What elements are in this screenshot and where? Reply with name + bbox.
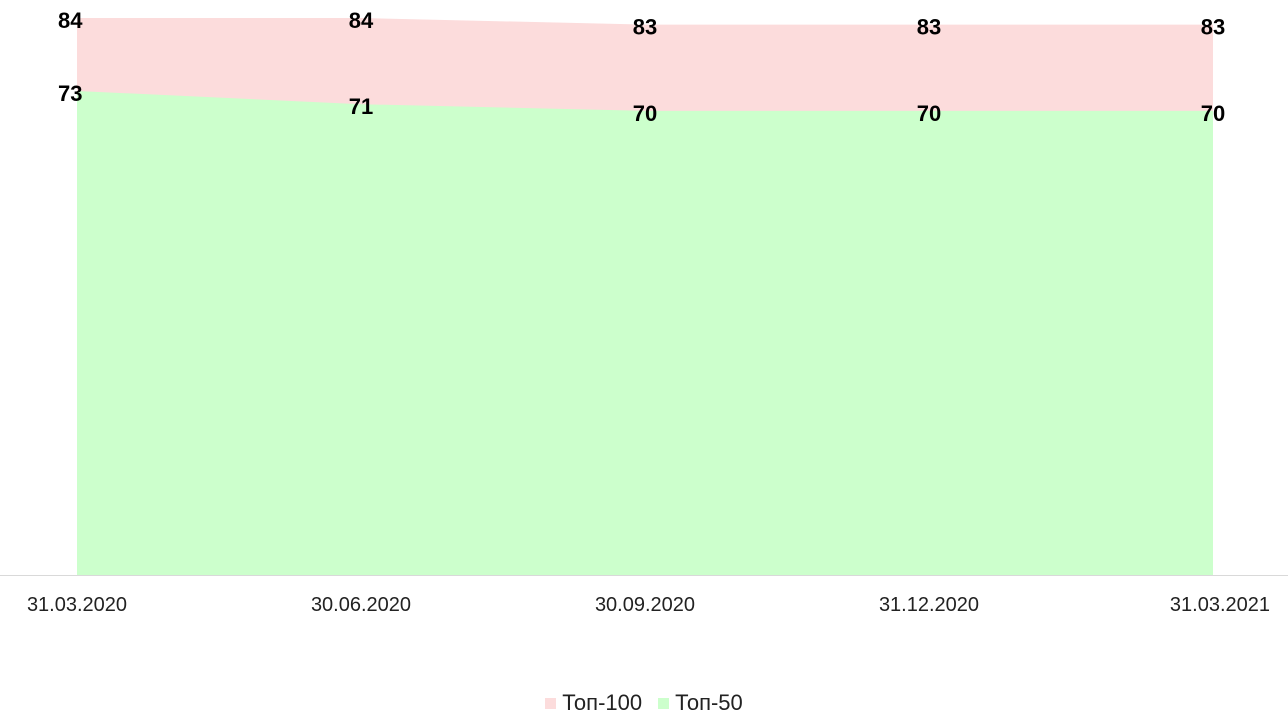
legend-item-top50[interactable]: Топ-50 [658,690,743,716]
legend-item-top100[interactable]: Топ-100 [545,690,642,716]
legend-swatch-top50 [658,697,670,709]
data-label-series-0: 83 [917,15,941,40]
x-tick-label: 31.03.2020 [27,594,127,616]
x-axis-ticks: 31.03.2020 30.06.2020 30.09.2020 31.12.2020… [27,594,1270,616]
area-series-1 [77,90,1213,575]
chart-areas [77,18,1213,575]
data-label-series-0: 84 [349,8,374,33]
data-label-series-1: 70 [633,101,657,126]
data-label-series-0: 83 [1201,15,1225,40]
data-label-series-1: 70 [1201,101,1225,126]
data-label-series-1: 71 [349,94,373,119]
x-tick-label: 31.12.2020 [879,594,979,616]
data-label-series-1: 70 [917,101,941,126]
x-tick-label: 31.03.2021 [1170,594,1270,616]
x-tick-label: 30.09.2020 [595,594,695,616]
x-tick-label: 30.06.2020 [311,594,411,616]
legend-swatch-top100 [545,697,557,709]
legend-label-top50: Топ-50 [675,690,743,715]
data-label-series-1: 73 [58,81,82,106]
data-label-series-0: 83 [633,15,657,40]
data-label-series-0: 84 [58,8,83,33]
legend: Топ-100 Топ-50 [0,690,1288,716]
area-chart: 31.03.2020 30.06.2020 30.09.2020 31.12.2020… [0,8,1288,616]
data-labels: 84 84 83 83 83 73 71 70 70 70 [58,8,1225,126]
legend-label-top100: Топ-100 [562,690,643,715]
